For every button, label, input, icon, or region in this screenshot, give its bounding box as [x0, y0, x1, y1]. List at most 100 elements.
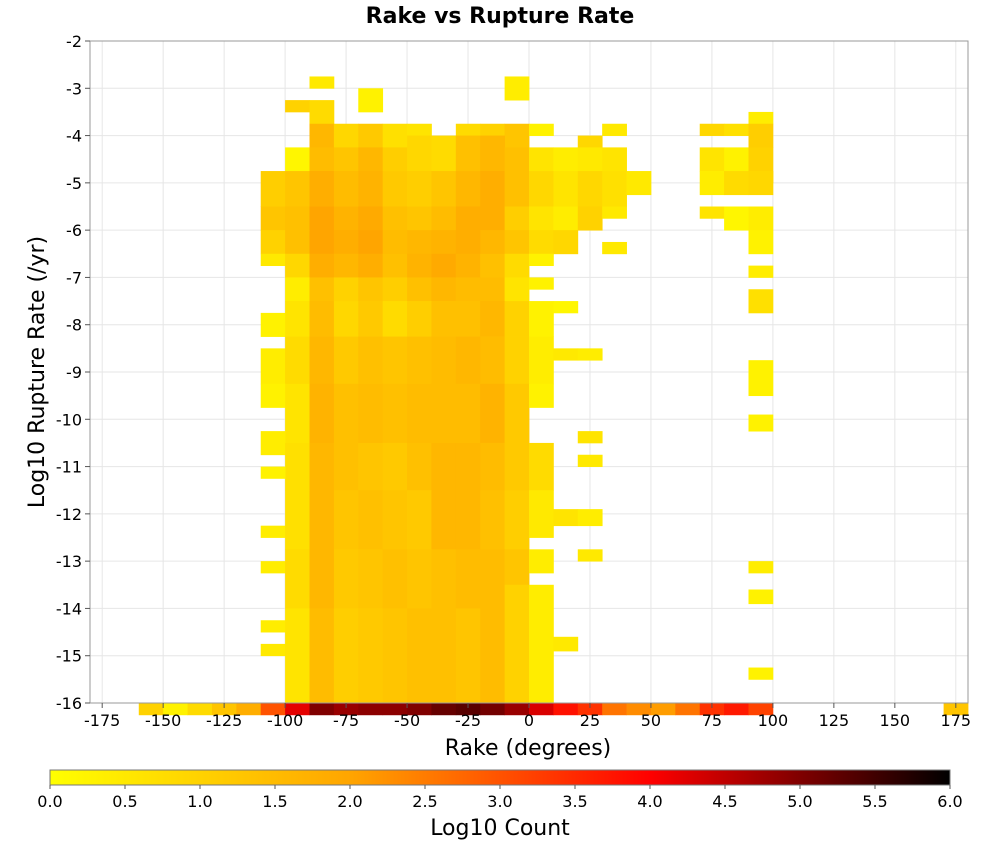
heatmap-cell — [407, 608, 432, 704]
heatmap-cell — [577, 171, 603, 207]
heatmap-cell — [577, 348, 603, 361]
x-tick-label: -25 — [455, 711, 481, 730]
heatmap-cell — [748, 360, 774, 397]
heatmap-cell — [455, 336, 481, 385]
heatmap-cell — [358, 88, 384, 113]
heatmap-cell — [285, 608, 310, 704]
heatmap-cell — [333, 703, 359, 716]
x-tick-label: 150 — [880, 711, 911, 730]
y-axis-ticks: -2 -3 -4 -5 -6 -7 -8 -9 -10 -11 -12 -13 -14 -15 -16 — [56, 32, 90, 713]
heatmap-cell — [309, 277, 335, 302]
heatmap-cell — [455, 206, 481, 231]
heatmap-cell — [431, 442, 457, 491]
heatmap-cell — [504, 301, 530, 337]
heatmap-cell — [455, 277, 481, 302]
heatmap-cell — [577, 454, 603, 467]
heatmap-cell — [382, 608, 408, 704]
colorbar-tick-label: 1.0 — [187, 792, 212, 811]
heatmap-cell — [260, 620, 286, 633]
heatmap-cell — [382, 301, 408, 337]
heatmap-cell — [504, 230, 530, 255]
heatmap-cell — [358, 703, 384, 716]
heatmap-cell — [504, 171, 530, 207]
heatmap-cell — [529, 301, 554, 337]
heatmap-cell — [358, 549, 384, 609]
heatmap-cell — [748, 414, 774, 432]
heatmap-cell — [333, 277, 359, 302]
x-tick-label: 25 — [580, 711, 600, 730]
heatmap-cell — [382, 336, 408, 385]
x-tick-label: -175 — [84, 711, 120, 730]
heatmap-cell — [260, 561, 286, 574]
heatmap-cell — [407, 442, 432, 491]
heatmap-cell — [699, 703, 725, 716]
heatmap-cell — [260, 431, 286, 456]
heatmap-cell — [333, 171, 359, 207]
heatmap-cell — [553, 703, 579, 716]
colorbar-tick-label: 4.0 — [637, 792, 662, 811]
y-tick-label: -7 — [66, 268, 82, 287]
heatmap-cell — [431, 549, 457, 609]
y-tick-label: -2 — [66, 32, 82, 51]
heatmap-cell — [529, 703, 554, 716]
heatmap-cell — [382, 383, 408, 444]
heatmap-cell — [577, 206, 603, 231]
heatmap-cell — [529, 336, 554, 385]
heatmap-cell — [358, 123, 384, 148]
heatmap-cell — [358, 608, 384, 704]
heatmap-cell — [309, 549, 335, 609]
heatmap-cell — [358, 383, 384, 444]
heatmap-cell — [480, 336, 506, 385]
heatmap-cell — [333, 301, 359, 337]
heatmap-cell — [382, 230, 408, 255]
heatmap-cell — [407, 171, 432, 207]
heatmap-cell — [431, 383, 457, 444]
heatmap-cell — [382, 206, 408, 231]
heatmap-cell — [480, 490, 506, 550]
heatmap-cell — [285, 253, 310, 278]
colorbar-tick-label: 4.5 — [712, 792, 737, 811]
heatmap-cell — [724, 206, 749, 231]
heatmap-cell — [748, 206, 774, 231]
colorbar-tick-label: 5.5 — [862, 792, 887, 811]
heatmap-cell — [943, 703, 969, 716]
heatmap-cell — [553, 636, 579, 652]
x-tick-label: -150 — [145, 711, 181, 730]
heatmap-cell — [407, 703, 432, 716]
heatmap-cell — [431, 206, 457, 231]
heatmap-cell — [480, 206, 506, 231]
heatmap-cell — [309, 442, 335, 491]
heatmap-cell — [748, 111, 774, 125]
heatmap-cell — [333, 206, 359, 231]
heatmap-cell — [504, 336, 530, 385]
heatmap-cell — [529, 383, 554, 408]
heatmap-cell — [529, 584, 554, 704]
colorbar-tick-label: 2.0 — [337, 792, 362, 811]
y-axis-label: Log10 Rupture Rate (/yr) — [25, 236, 50, 508]
heatmap-cell — [309, 171, 335, 207]
colorbar-tick-label: 0.5 — [112, 792, 137, 811]
heatmap-cell — [187, 703, 213, 716]
heatmap-cell — [529, 171, 554, 207]
heatmap-cell — [455, 253, 481, 278]
heatmap-cell — [285, 703, 310, 716]
heatmap-cell — [407, 336, 432, 385]
heatmap-cell — [529, 230, 554, 255]
heatmap-cell — [285, 442, 310, 491]
y-tick-label: -10 — [56, 410, 82, 429]
heatmap-cell — [504, 206, 530, 231]
heatmap-cell — [724, 147, 749, 172]
heatmap-cell — [431, 336, 457, 385]
heatmap-cell — [577, 147, 603, 172]
heatmap-cell — [309, 206, 335, 231]
heatmap-cell — [309, 76, 335, 89]
heatmap-cell — [504, 123, 530, 148]
heatmap-cell — [602, 206, 627, 219]
heatmap-cell — [529, 549, 554, 574]
heatmap-cell — [431, 301, 457, 337]
heatmap-cell — [358, 230, 384, 255]
y-tick-label: -3 — [66, 79, 82, 98]
heatmap-cell — [358, 277, 384, 302]
heatmap-cell — [553, 348, 579, 361]
